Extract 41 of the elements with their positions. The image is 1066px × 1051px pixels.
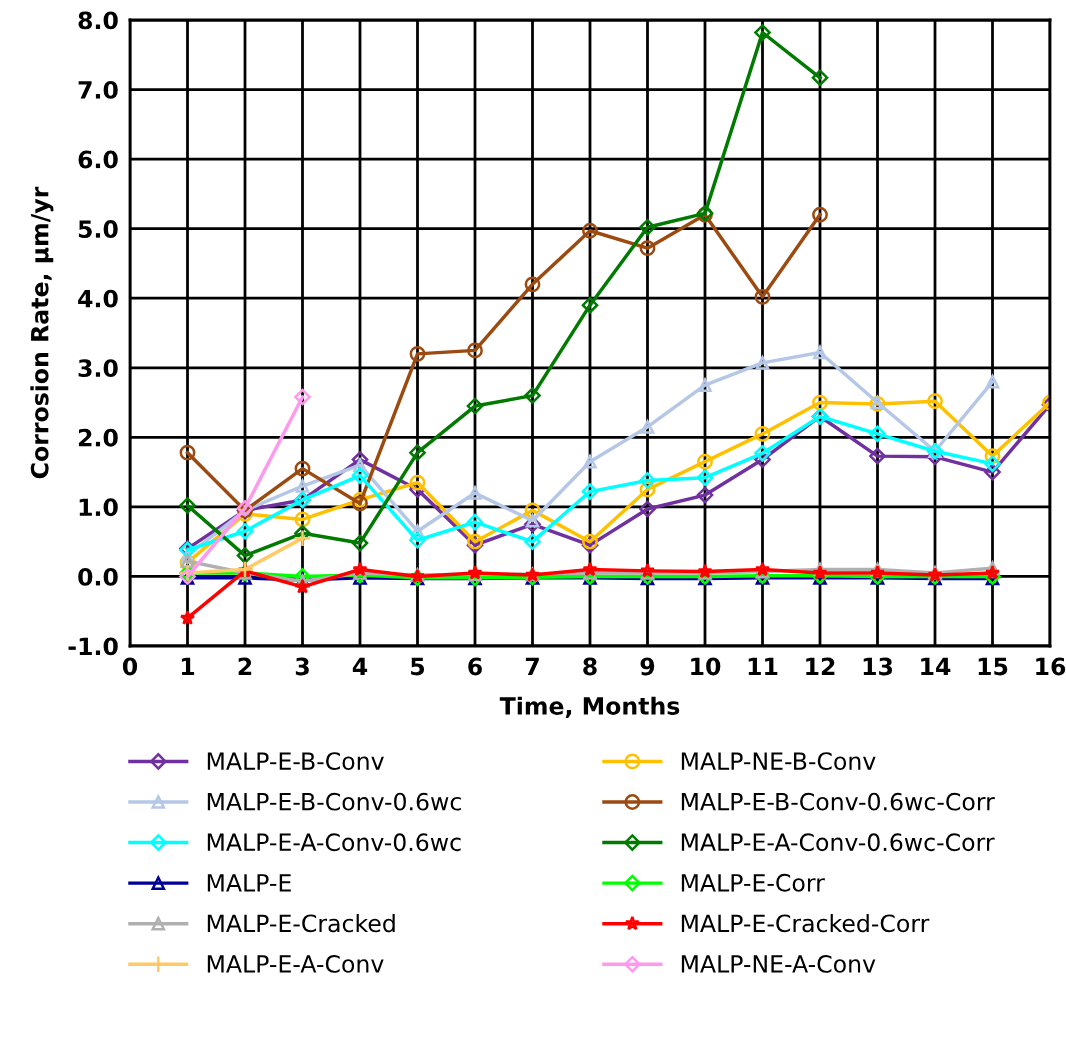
x-tick-label: 4	[352, 657, 368, 676]
x-tick-label: 15	[978, 657, 1008, 676]
legend-label: MALP-NE-B-Conv	[681, 752, 876, 771]
x-tick-label: 13	[863, 657, 893, 676]
legend-label: MALP-E-A-Conv-0.6wc-Corr	[681, 833, 995, 852]
x-tick-label: 6	[468, 657, 482, 676]
x-tick-label: 11	[748, 657, 778, 676]
legend-label: MALP-E-Cracked-Corr	[681, 914, 930, 933]
legend-label: MALP-E-Cracked	[207, 914, 395, 933]
y-tick-label: -1.0	[68, 637, 118, 656]
y-tick-label: 0.0	[78, 567, 118, 586]
x-tick-label: 0	[122, 657, 138, 676]
x-tick-label: 1	[181, 657, 195, 676]
x-tick-label: 12	[806, 657, 835, 676]
legend-label: MALP-E-A-Conv-0.6wc	[207, 833, 461, 852]
y-axis-title: Corrosion Rate, µm/yr	[30, 186, 54, 479]
y-tick-label: 4.0	[78, 289, 118, 308]
x-tick-label: 7	[525, 657, 539, 676]
legend-label: MALP-E-B-Conv-0.6wc-Corr	[681, 792, 995, 811]
x-axis-title: Time, Months	[499, 696, 680, 718]
y-tick-label: 6.0	[78, 150, 118, 169]
x-tick-label: 16	[1036, 657, 1066, 676]
x-tick-label: 2	[238, 657, 252, 676]
x-tick-label: 8	[583, 657, 597, 676]
x-tick-label: 10	[691, 657, 721, 676]
legend-label: MALP-E-Corr	[681, 873, 825, 892]
legend-label: MALP-E-B-Conv	[207, 752, 384, 771]
x-tick-label: 14	[921, 657, 951, 676]
x-tick-label: 9	[640, 657, 655, 676]
y-tick-label: 2.0	[78, 428, 118, 447]
y-tick-label: 3.0	[78, 359, 118, 378]
y-tick-label: 5.0	[78, 220, 118, 238]
x-tick-label: 5	[411, 657, 425, 676]
legend-label: MALP-E	[207, 874, 291, 892]
legend-label: MALP-E-A-Conv	[207, 954, 384, 973]
legend-label: MALP-NE-A-Conv	[681, 954, 876, 973]
x-tick-label: 3	[295, 657, 309, 676]
y-tick-label: 8.0	[78, 11, 118, 30]
legend-label: MALP-E-B-Conv-0.6wc	[207, 792, 461, 811]
y-tick-label: 7.0	[78, 81, 118, 99]
y-tick-label: 1.0	[79, 498, 118, 517]
